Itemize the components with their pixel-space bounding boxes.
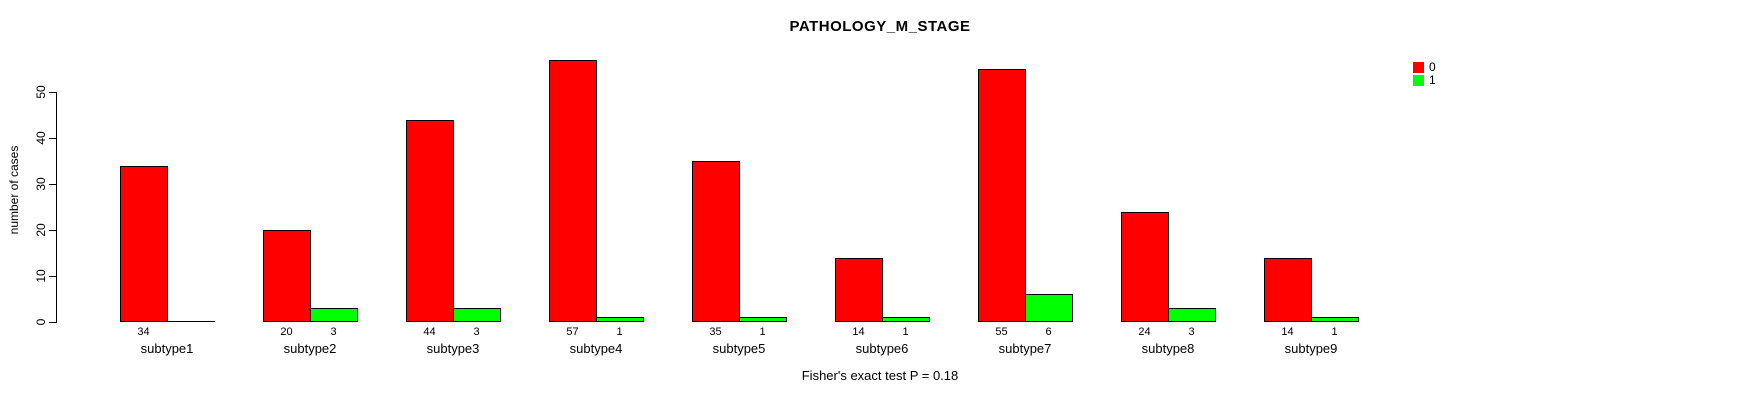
bar-value-label: 1 xyxy=(616,326,623,338)
bar-1-subtype3 xyxy=(453,308,501,322)
bar-1-subtype6 xyxy=(882,317,930,322)
bar-value-label: 20 xyxy=(280,326,293,338)
bar-0-subtype3 xyxy=(406,120,454,322)
bar-0-subtype6 xyxy=(835,258,883,322)
fisher-test-annotation: Fisher's exact test P = 0.18 xyxy=(801,368,959,383)
bar-value-label: 34 xyxy=(137,326,150,338)
bar-0-subtype4 xyxy=(549,60,597,322)
bar-value-label: 1 xyxy=(902,326,909,338)
bar-1-subtype8 xyxy=(1168,308,1216,322)
bar-0-subtype7 xyxy=(978,69,1026,322)
legend-label: 1 xyxy=(1429,73,1436,87)
category-label-subtype4: subtype4 xyxy=(569,341,623,356)
bar-value-label: 1 xyxy=(1331,326,1338,338)
legend-entry-0: 0 xyxy=(1413,61,1436,74)
y-tick-mark xyxy=(49,230,56,231)
y-tick-label: 0 xyxy=(34,318,48,326)
bar-1-subtype7 xyxy=(1025,294,1073,322)
bar-value-label: 44 xyxy=(423,326,436,338)
bar-0-subtype8 xyxy=(1121,212,1169,322)
bar-0-subtype9 xyxy=(1264,258,1312,322)
bar-1-subtype4 xyxy=(596,317,644,322)
bar-value-label: 1 xyxy=(759,326,766,338)
y-tick-label: 40 xyxy=(34,131,48,145)
category-label-subtype9: subtype9 xyxy=(1284,341,1338,356)
y-tick-label: 30 xyxy=(34,177,48,191)
bar-value-label: 3 xyxy=(1188,326,1195,338)
bar-value-label: 6 xyxy=(1045,326,1052,338)
bar-value-label: 3 xyxy=(473,326,480,338)
y-tick-label: 20 xyxy=(34,223,48,237)
bar-1-subtype2 xyxy=(310,308,358,322)
y-tick-mark xyxy=(49,92,56,93)
y-axis-line xyxy=(56,92,57,323)
category-label-subtype6: subtype6 xyxy=(855,341,909,356)
y-tick-mark xyxy=(49,138,56,139)
legend-swatch-red xyxy=(1413,62,1424,73)
category-label-subtype1: subtype1 xyxy=(140,341,194,356)
y-tick-mark xyxy=(49,184,56,185)
bar-0-subtype5 xyxy=(692,161,740,322)
legend-swatch-green xyxy=(1413,75,1424,86)
category-label-subtype3: subtype3 xyxy=(426,341,480,356)
y-tick-label: 50 xyxy=(34,85,48,99)
legend-label: 0 xyxy=(1429,60,1436,74)
category-label-subtype7: subtype7 xyxy=(998,341,1052,356)
bar-value-label: 24 xyxy=(1138,326,1151,338)
legend: 0 1 xyxy=(1413,61,1436,87)
y-axis-label: number of cases xyxy=(7,145,21,235)
category-label-subtype8: subtype8 xyxy=(1141,341,1195,356)
category-label-subtype5: subtype5 xyxy=(712,341,766,356)
y-tick-mark xyxy=(49,276,56,277)
legend-entry-1: 1 xyxy=(1413,74,1436,87)
bar-value-label: 57 xyxy=(566,326,579,338)
category-label-subtype2: subtype2 xyxy=(283,341,337,356)
y-tick-label: 10 xyxy=(34,269,48,283)
bar-value-label: 35 xyxy=(709,326,722,338)
bar-1-subtype5 xyxy=(739,317,787,322)
bar-1-subtype9 xyxy=(1311,317,1359,322)
bar-0-subtype1 xyxy=(120,166,168,322)
y-tick-mark xyxy=(49,322,56,323)
bar-1-subtype1 xyxy=(167,321,215,322)
chart-title: PATHOLOGY_M_STAGE xyxy=(789,18,971,35)
bar-value-label: 14 xyxy=(852,326,865,338)
bar-value-label: 3 xyxy=(330,326,337,338)
bar-0-subtype2 xyxy=(263,230,311,322)
bar-value-label: 14 xyxy=(1281,326,1294,338)
bar-value-label: 55 xyxy=(995,326,1008,338)
